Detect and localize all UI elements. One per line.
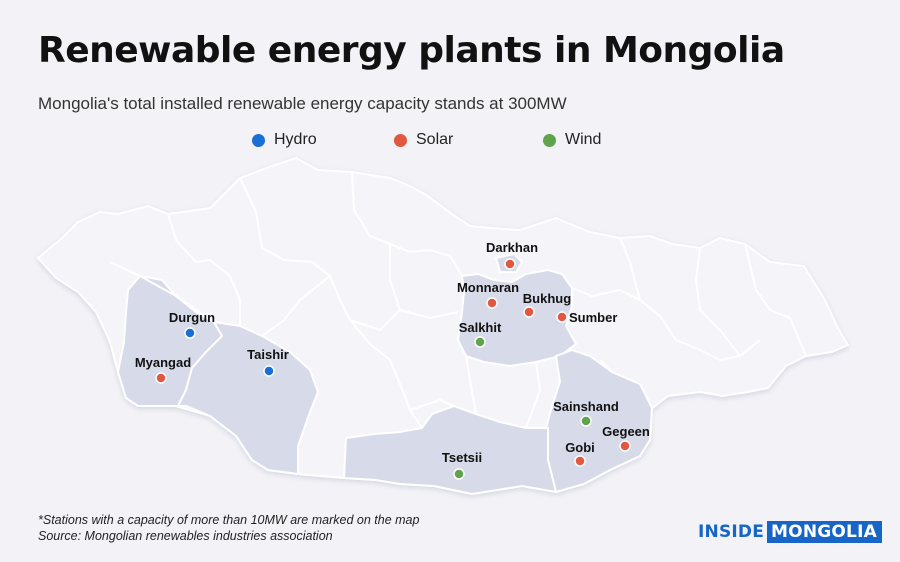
wind-dot-icon [543,133,556,147]
legend-item-wind: Wind [543,131,601,149]
durgun-hydro-marker-icon [184,327,196,339]
myangad-solar-marker-icon [155,372,167,384]
plant-label-bukhug: Bukhug [523,291,571,306]
legend-item-solar: Solar [394,131,453,149]
plant-markers: Darkhan Monnaran Bukhug Sumber Salkhit Durgun… [135,240,650,480]
salkhit-wind-marker-icon [474,336,486,348]
logo-text-inside: INSIDE [698,522,765,542]
plant-label-sumber: Sumber [569,310,617,325]
plant-label-salkhit: Salkhit [459,320,502,335]
hydro-dot-icon [252,133,265,147]
gobi-solar-marker-icon [574,455,586,467]
footnote: *Stations with a capacity of more than 1… [38,512,419,544]
map-legend: Hydro Solar Wind [0,131,900,153]
darkhan-solar-marker-icon [504,258,516,270]
region-dornogovi [544,348,654,494]
region-gobi-altai [176,320,320,476]
plant-label-gobi: Gobi [565,440,595,455]
tsetsii-wind-marker-icon [453,468,465,480]
sumber-solar-marker-icon [556,311,568,323]
plant-label-tsetsii: Tsetsii [442,450,482,465]
monnaran-solar-marker-icon [486,297,498,309]
plant-label-gegeen: Gegeen [602,424,650,439]
region-selenge-tuv [456,268,578,368]
sainshand-wind-marker-icon [580,415,592,427]
solar-dot-icon [394,133,407,147]
plant-label-myangad: Myangad [135,355,191,370]
plant-label-sainshand: Sainshand [553,399,619,414]
footnote-line-1: *Stations with a capacity of more than 1… [38,513,420,527]
legend-label-hydro: Hydro [274,131,317,148]
legend-item-hydro: Hydro [252,131,317,149]
taishir-hydro-marker-icon [263,365,275,377]
province-borders [109,171,807,429]
inside-mongolia-logo: INSIDE MONGOLIA [698,521,882,543]
legend-label-solar: Solar [416,131,454,148]
page-title: Renewable energy plants in Mongolia [38,30,785,71]
legend-label-wind: Wind [565,131,602,148]
bukhug-solar-marker-icon [523,306,535,318]
logo-text-mongolia: MONGOLIA [767,521,882,543]
plant-label-monnaran: Monnaran [457,280,519,295]
plant-label-taishir: Taishir [247,347,289,362]
page-subtitle: Mongolia's total installed renewable ene… [38,94,567,113]
footnote-source: Source: Mongolian renewables industries … [38,529,333,543]
plant-label-durgun: Durgun [169,310,215,325]
plant-label-darkhan: Darkhan [486,240,538,255]
highlighted-regions [116,252,654,496]
gegeen-solar-marker-icon [619,440,631,452]
